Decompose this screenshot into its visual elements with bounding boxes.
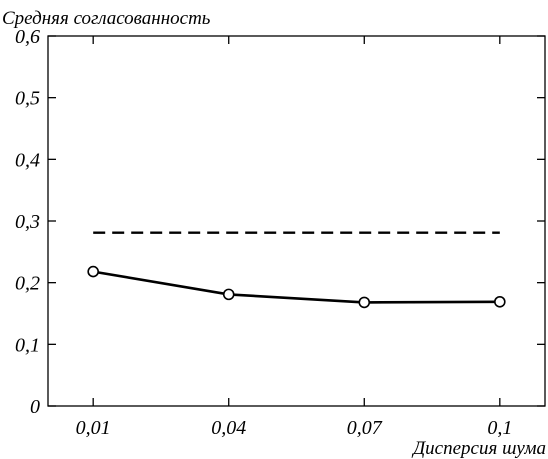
y-tick-label: 0,5 bbox=[15, 88, 40, 110]
y-tick-label: 0,2 bbox=[15, 273, 40, 295]
y-axis-label: Средняя согласованность bbox=[2, 8, 211, 29]
x-tick-label: 0,1 bbox=[487, 417, 512, 439]
data-point-marker bbox=[222, 288, 235, 301]
y-tick-label: 0,3 bbox=[15, 211, 40, 233]
x-tick-label: 0,07 bbox=[347, 417, 383, 439]
x-tick-label: 0,04 bbox=[211, 417, 246, 439]
plot-frame bbox=[47, 35, 546, 407]
data-point-marker bbox=[87, 265, 99, 278]
x-axis-label: Дисперсия шума bbox=[411, 438, 546, 459]
y-tick-label: 0,1 bbox=[15, 334, 40, 356]
data-point-marker bbox=[494, 295, 506, 308]
y-tick-label: 0,6 bbox=[15, 26, 40, 48]
y-tick-label: 0,4 bbox=[15, 149, 40, 171]
data-point-marker bbox=[358, 296, 371, 309]
solid-series-line bbox=[92, 270, 500, 304]
x-tick-label: 0,01 bbox=[76, 417, 111, 439]
y-tick-label: 0 bbox=[30, 396, 40, 418]
